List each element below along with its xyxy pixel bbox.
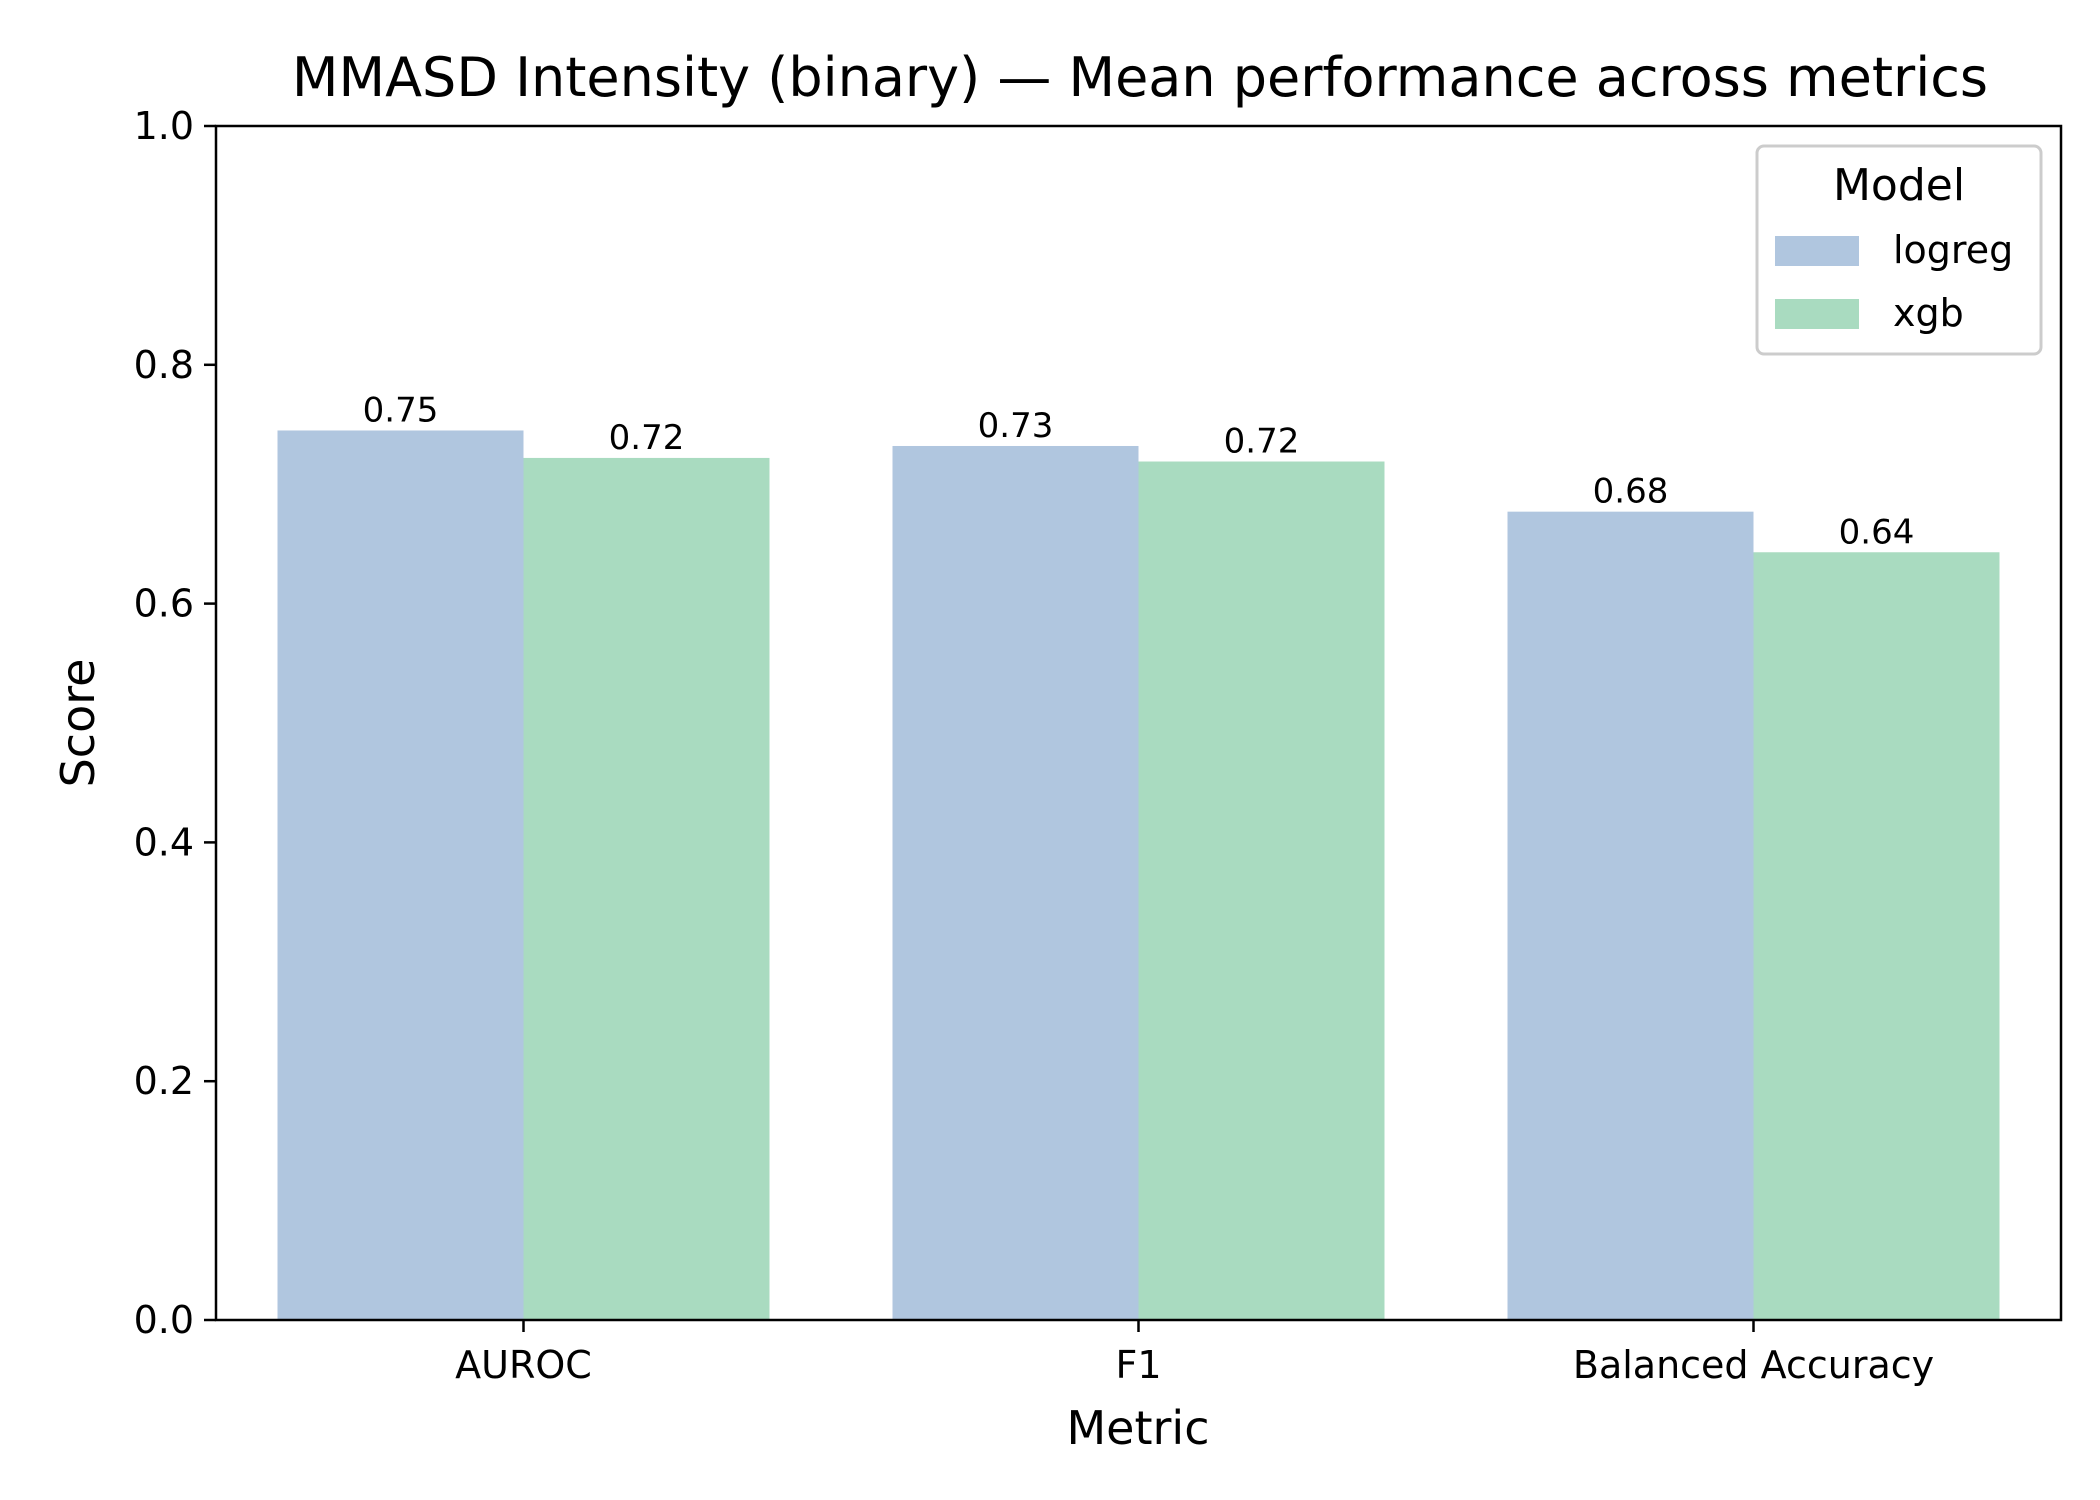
legend-label-logreg: logreg <box>1893 228 2013 272</box>
data-label-logreg-balanced-accuracy: 0.68 <box>1593 472 1669 512</box>
y-tick-label: 0.2 <box>134 1059 194 1103</box>
legend-label-xgb: xgb <box>1893 291 1964 335</box>
x-tick-label: AUROC <box>455 1343 592 1387</box>
y-tick-label: 1.0 <box>134 104 194 148</box>
legend-title: Model <box>1833 160 1965 211</box>
bar-xgb-auroc <box>523 457 770 1320</box>
bar-logreg-balanced-accuracy <box>1507 511 1754 1320</box>
legend: Model logreg xgb <box>1755 144 2043 356</box>
bar-xgb-balanced-accuracy <box>1753 552 2000 1320</box>
bar-logreg-auroc <box>277 430 524 1321</box>
y-axis-label: Score <box>51 659 105 788</box>
x-tick-label: F1 <box>1115 1343 1161 1387</box>
data-label-xgb-auroc: 0.72 <box>609 418 685 458</box>
y-tick-label: 0.4 <box>134 820 194 864</box>
y-tick-label: 0.0 <box>134 1298 194 1342</box>
y-tick-label: 0.8 <box>134 343 194 387</box>
data-label-xgb-f1: 0.72 <box>1224 422 1300 462</box>
data-label-xgb-balanced-accuracy: 0.64 <box>1839 512 1915 552</box>
legend-swatch-logreg <box>1775 236 1859 266</box>
data-label-logreg-auroc: 0.75 <box>363 390 439 430</box>
legend-swatch-xgb <box>1775 299 1859 329</box>
y-tick-label: 0.6 <box>134 582 194 626</box>
x-axis-label: Metric <box>1066 1401 1209 1455</box>
chart-title: MMASD Intensity (binary) — Mean performa… <box>292 46 1988 109</box>
plot-frame <box>214 124 2063 1322</box>
data-label-logreg-f1: 0.73 <box>978 406 1054 446</box>
bar-xgb-f1 <box>1138 461 1385 1320</box>
x-tick-label: Balanced Accuracy <box>1573 1343 1934 1387</box>
plot-area: 0.75 0.72 0.73 0.72 0.68 0.64 0.0 0.2 0.4 0.6 0.8 1… <box>134 104 2000 1387</box>
bar-logreg-f1 <box>892 445 1139 1320</box>
